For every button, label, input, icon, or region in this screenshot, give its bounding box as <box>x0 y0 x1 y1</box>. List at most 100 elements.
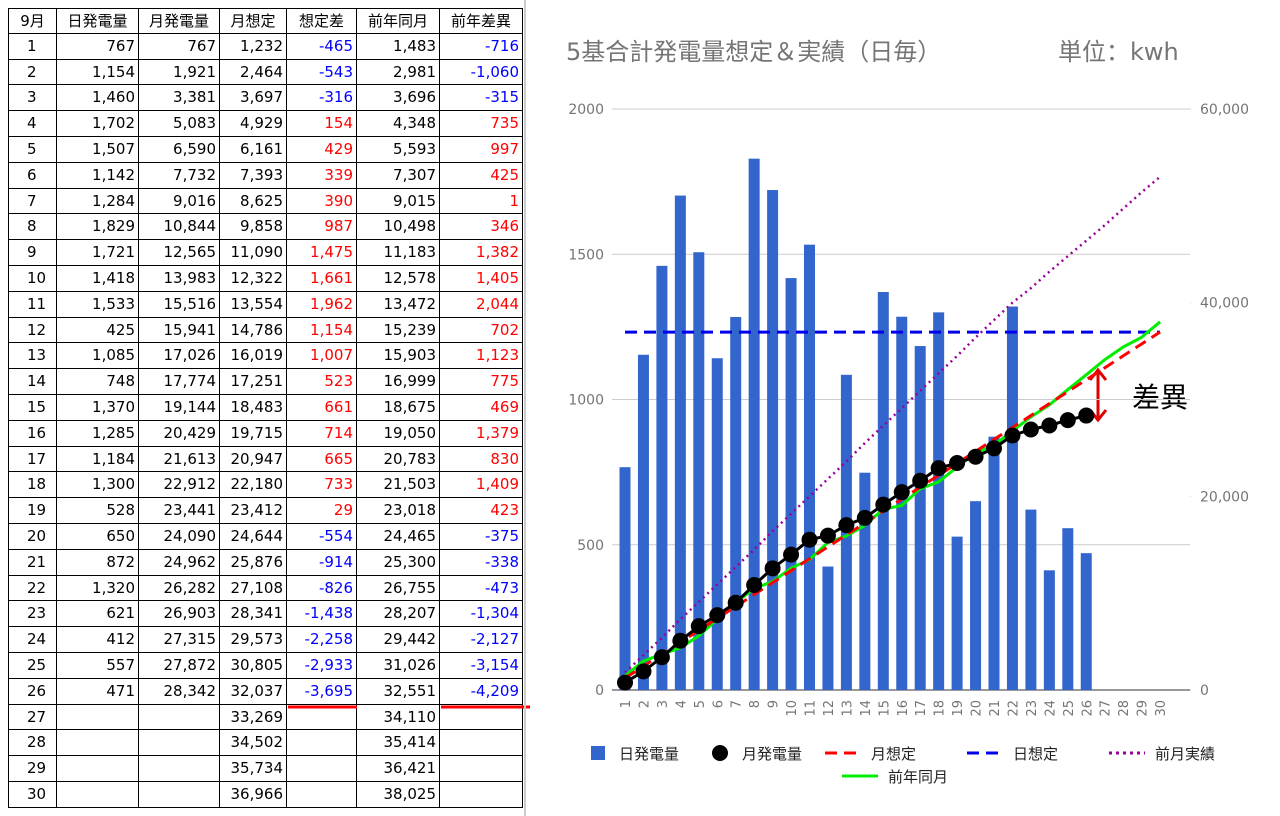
cell: -1,438 <box>287 601 357 628</box>
cell: 650 <box>57 524 139 550</box>
x-tick-label: 17 <box>914 700 929 717</box>
x-tick-label: 27 <box>1099 700 1114 717</box>
cell: 13,983 <box>139 266 220 292</box>
cell: 11,183 <box>357 240 440 266</box>
legend-label: 前月実績 <box>1155 745 1215 763</box>
bar <box>674 195 686 690</box>
marker <box>856 509 873 526</box>
cell <box>139 704 220 731</box>
cell <box>57 756 139 782</box>
cell: 24 <box>8 627 57 653</box>
cell <box>57 730 139 757</box>
cell: 997 <box>440 137 523 163</box>
cell <box>287 756 357 782</box>
x-tick-label: 10 <box>785 700 800 717</box>
marker <box>912 472 929 489</box>
cell: 1,320 <box>57 575 139 602</box>
cell: 26,903 <box>139 601 220 628</box>
x-tick-label: 1 <box>619 700 634 708</box>
marker <box>764 560 781 577</box>
marker <box>1059 412 1076 429</box>
bar <box>988 436 1000 690</box>
cell: 425 <box>440 162 523 189</box>
cell: 10 <box>8 266 57 292</box>
cell: -338 <box>440 549 523 576</box>
cell: 1,300 <box>57 472 139 499</box>
cell: 28,207 <box>357 601 440 628</box>
marker <box>930 460 947 477</box>
cell: 748 <box>57 369 139 395</box>
cell: 1,284 <box>57 188 139 215</box>
cell: 3 <box>8 85 57 112</box>
marker <box>709 607 726 624</box>
cell: 1,154 <box>287 317 357 344</box>
cell: 15,239 <box>357 317 440 344</box>
cell: 22 <box>8 575 57 602</box>
cell: 1,533 <box>57 291 139 318</box>
cell: 423 <box>440 498 523 524</box>
cell: 28,342 <box>139 678 220 705</box>
y2-tick-label: 20,000 <box>1200 489 1249 505</box>
bar <box>730 316 742 690</box>
cell: 1,379 <box>440 420 523 447</box>
cell: 11,090 <box>220 240 287 266</box>
x-tick-label: 4 <box>674 700 689 708</box>
cell: 26,755 <box>357 575 440 602</box>
bar <box>914 346 926 690</box>
cell: 5,083 <box>139 111 220 137</box>
cell: 9月 <box>8 8 57 34</box>
bar <box>637 354 649 690</box>
cell: 26,282 <box>139 575 220 602</box>
cell: 29 <box>287 498 357 524</box>
cell: 34,110 <box>357 704 440 731</box>
cell: 1,085 <box>57 343 139 370</box>
cell: 1,962 <box>287 291 357 318</box>
cell: 1,007 <box>287 343 357 370</box>
cell: 23,018 <box>357 498 440 524</box>
cell: 621 <box>57 601 139 628</box>
bar <box>785 278 797 690</box>
cell: 1,702 <box>57 111 139 137</box>
cell: 1,721 <box>57 240 139 266</box>
x-tick-label: 26 <box>1080 700 1095 717</box>
cell: 12,565 <box>139 240 220 266</box>
cell: 8 <box>8 214 57 241</box>
cell: 前年同月 <box>357 8 440 34</box>
line <box>624 175 1161 674</box>
cell: 20 <box>8 524 57 550</box>
cell: 17,251 <box>220 369 287 395</box>
cell: 36,966 <box>220 782 287 808</box>
cell: 6,161 <box>220 137 287 163</box>
marker <box>746 576 763 593</box>
cell: 1,184 <box>57 446 139 473</box>
cell: 16 <box>8 420 57 447</box>
cell: 13,554 <box>220 291 287 318</box>
cell: 154 <box>287 111 357 137</box>
cell: 23 <box>8 601 57 628</box>
marker <box>801 531 818 548</box>
cell: -3,154 <box>440 653 523 679</box>
cell: 12 <box>8 317 57 344</box>
cell: 19,050 <box>357 420 440 447</box>
bar <box>859 472 871 690</box>
cell: -465 <box>287 33 357 60</box>
cell: 2 <box>8 59 57 86</box>
y2-tick-label: 0 <box>1200 683 1209 699</box>
bar <box>656 265 668 690</box>
cell: -543 <box>287 59 357 86</box>
marker <box>672 632 689 649</box>
cell: 19 <box>8 498 57 524</box>
cell: 2,981 <box>357 59 440 86</box>
x-tick-label: 18 <box>933 700 948 717</box>
marker <box>949 455 966 472</box>
x-tick-label: 21 <box>988 700 1003 717</box>
cell: 735 <box>440 111 523 137</box>
marker <box>783 546 800 563</box>
marker <box>1078 407 1095 424</box>
cell: 28 <box>8 730 57 757</box>
bar <box>1062 528 1074 690</box>
cell: 1,483 <box>357 33 440 60</box>
cell: -1,304 <box>440 601 523 628</box>
cell: 1,370 <box>57 395 139 421</box>
x-tick-label: 29 <box>1136 700 1151 717</box>
